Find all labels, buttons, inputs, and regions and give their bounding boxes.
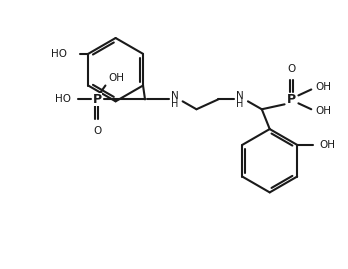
- Text: H: H: [171, 99, 179, 109]
- Text: HO: HO: [52, 49, 68, 59]
- Text: O: O: [93, 126, 102, 136]
- Text: P: P: [93, 93, 102, 106]
- Text: N: N: [171, 91, 179, 101]
- Text: H: H: [236, 99, 244, 109]
- Text: OH: OH: [315, 83, 331, 93]
- Text: N: N: [236, 91, 244, 101]
- Text: P: P: [287, 93, 296, 106]
- Text: OH: OH: [108, 73, 124, 83]
- Text: OH: OH: [315, 106, 331, 116]
- Text: OH: OH: [319, 140, 335, 150]
- Text: HO: HO: [55, 94, 71, 104]
- Text: O: O: [287, 64, 295, 74]
